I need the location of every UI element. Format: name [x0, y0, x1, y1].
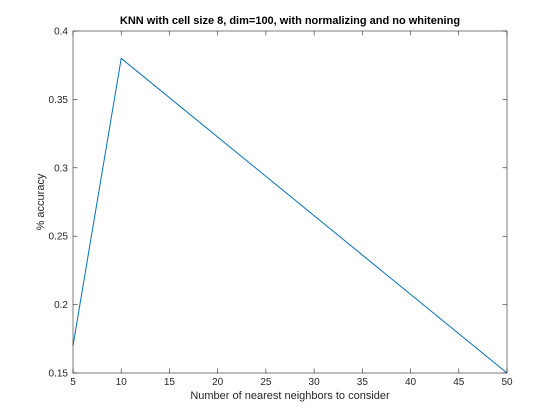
- axes-box: [72, 30, 508, 374]
- y-tick-label: 0.4: [54, 27, 68, 38]
- plot-area-background: [73, 31, 507, 373]
- y-tick-label: 0.35: [49, 95, 69, 106]
- x-tick-label: 30: [309, 377, 321, 388]
- x-tick-label: 45: [453, 377, 465, 388]
- x-tick-label: 15: [164, 377, 176, 388]
- x-tick-label: 50: [501, 377, 513, 388]
- y-tick-label: 0.3: [54, 163, 68, 174]
- y-tick-label: 0.25: [49, 232, 69, 243]
- chart-title: KNN with cell size 8, dim=100, with norm…: [120, 15, 460, 27]
- x-tick-label: 10: [116, 377, 128, 388]
- x-tick-label: 20: [212, 377, 224, 388]
- labels-layer: KNN with cell size 8, dim=100, with norm…: [35, 15, 460, 402]
- x-tick-label: 35: [357, 377, 369, 388]
- y-tick-label: 0.2: [54, 300, 68, 311]
- y-tick-label: 0.15: [49, 369, 69, 380]
- x-tick-label: 40: [405, 377, 417, 388]
- series-line: [72, 57, 508, 374]
- x-tick-label: 5: [70, 377, 76, 388]
- x-tick-label: 25: [260, 377, 272, 388]
- x-axis-label: Number of nearest neighbors to consider: [190, 390, 390, 402]
- y-axis-label: % accuracy: [35, 173, 47, 230]
- series-layer: [72, 57, 508, 374]
